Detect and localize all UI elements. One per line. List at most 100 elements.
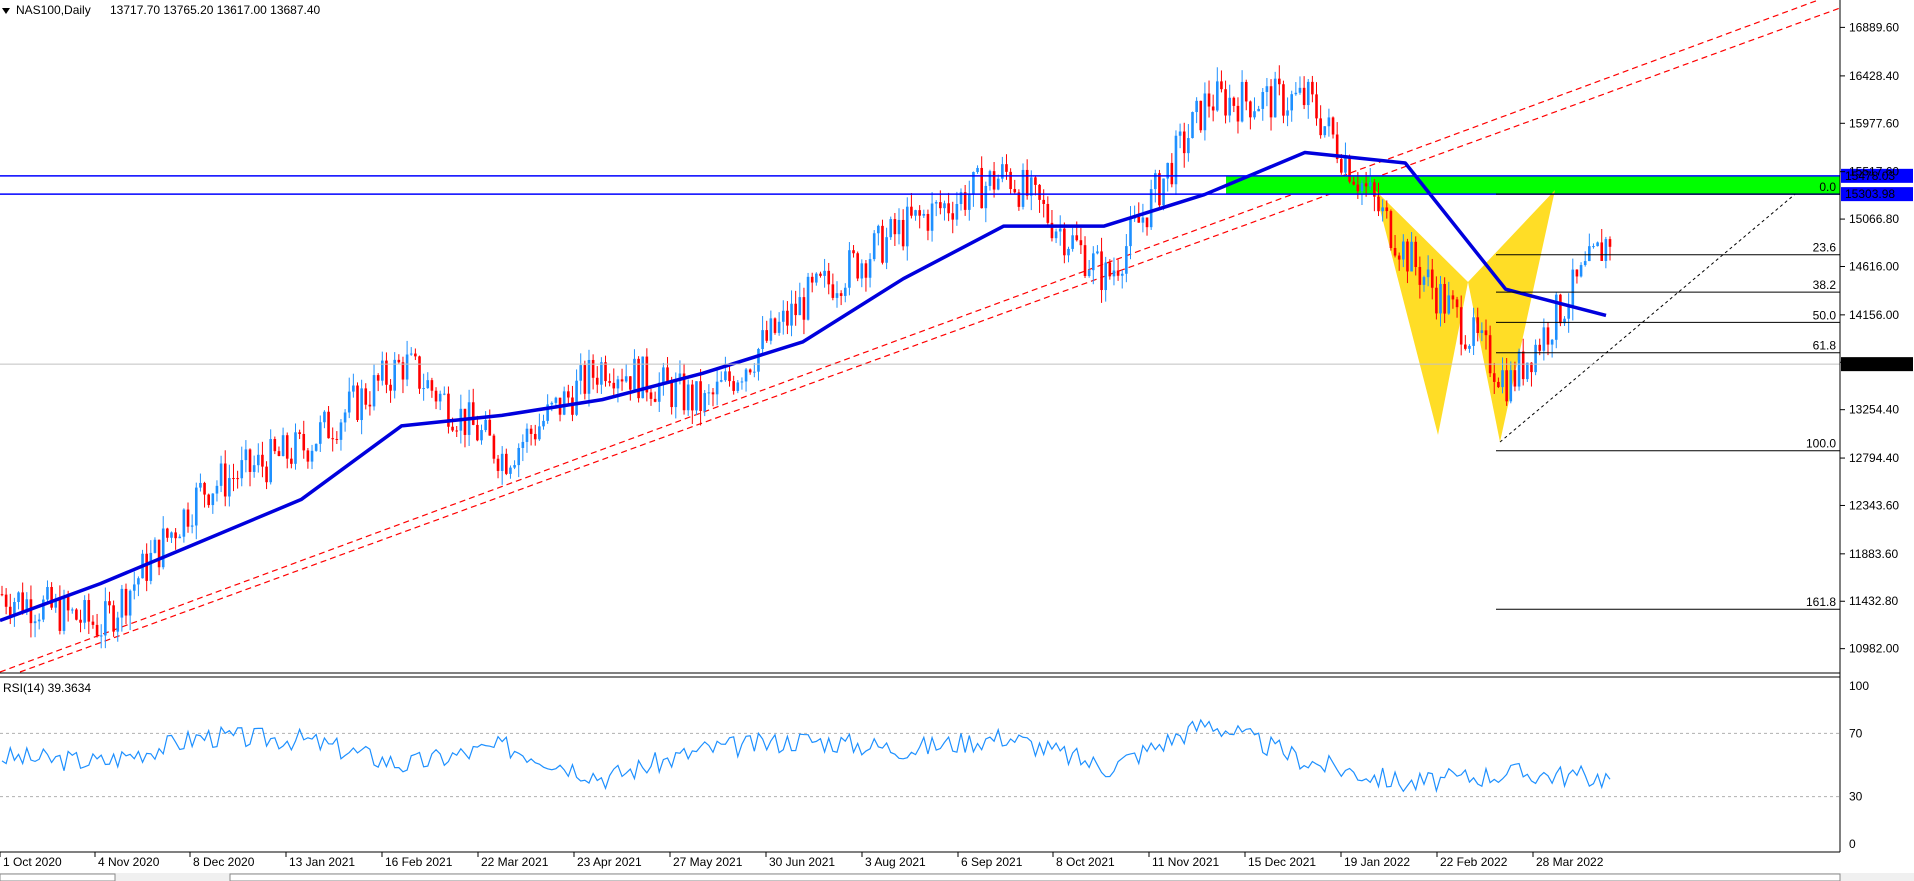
candle-body (211, 493, 215, 506)
candle-body (823, 270, 826, 276)
candle-body (1364, 183, 1368, 187)
candle-body (434, 390, 438, 402)
candle-body (1435, 287, 1438, 314)
candle-body (595, 377, 599, 385)
candle-body (1025, 169, 1029, 196)
candle-body (695, 381, 698, 411)
trendline-upper (0, 0, 1821, 673)
candle-body (1058, 228, 1062, 232)
candle-body (281, 435, 285, 456)
candle-body (1286, 110, 1289, 116)
candle-body (1141, 217, 1145, 223)
collapse-triangle-icon[interactable] (2, 8, 10, 14)
time-tick-label: 22 Mar 2021 (481, 855, 549, 869)
candle-body (1530, 362, 1533, 373)
candle-body (1216, 81, 1219, 111)
candle-body (8, 606, 12, 616)
candle-body (496, 458, 500, 471)
candle-body (612, 382, 616, 389)
price-tick-label: 11432.80 (1849, 594, 1898, 608)
candle-body (430, 380, 434, 391)
candle-body (1311, 81, 1314, 95)
candle-body (1162, 178, 1165, 206)
candle-body (1567, 306, 1570, 319)
candle-body (1298, 87, 1302, 93)
candle-body (699, 381, 702, 412)
current-price-box (1841, 357, 1913, 372)
candle-body (1278, 78, 1281, 85)
candle-body (306, 450, 310, 462)
candle-body (1273, 78, 1277, 118)
candle-body (724, 371, 727, 381)
candle-body (244, 449, 248, 461)
candle-body (653, 398, 657, 402)
time-tick-label: 11 Nov 2021 (1152, 855, 1219, 869)
candle-body (939, 202, 942, 209)
candle-body (897, 219, 901, 235)
candle-body (571, 397, 574, 415)
candle-body (831, 284, 835, 298)
candle-body (1546, 327, 1550, 345)
candle-body (33, 621, 37, 624)
candle-body (736, 382, 740, 391)
candle-body (1207, 93, 1211, 107)
candle-body (1306, 81, 1310, 106)
candle-body (1476, 317, 1480, 333)
candle-body (984, 185, 988, 209)
candle-body (914, 210, 917, 216)
level-price-box (1841, 168, 1913, 183)
candle-body (352, 385, 355, 392)
candle-body (905, 206, 909, 247)
candle-body (1402, 241, 1405, 260)
candle-body (104, 601, 107, 636)
candle-body (1526, 362, 1529, 380)
candle-body (790, 303, 793, 326)
candle-body (203, 482, 206, 495)
candle-body (1232, 97, 1236, 106)
candle-body (1323, 126, 1327, 136)
price-tick-label: 15977.60 (1849, 116, 1899, 130)
candle-body (992, 171, 996, 190)
candle-body (422, 388, 425, 390)
candle-body (835, 293, 839, 298)
time-tick-label: 27 May 2021 (673, 855, 743, 869)
candle-body (215, 485, 219, 494)
candle-body (910, 206, 913, 216)
candle-body (1282, 84, 1285, 116)
candle-body (1009, 171, 1012, 190)
rsi-tick-label: 100 (1849, 679, 1869, 693)
fib-label: 38.2 (1813, 278, 1837, 292)
candle-body (674, 381, 678, 408)
candle-body (1294, 92, 1298, 95)
candle-body (1145, 217, 1149, 228)
candle-body (1385, 207, 1389, 212)
candle-body (1302, 87, 1306, 106)
candle-body (145, 553, 148, 581)
candle-body (137, 578, 140, 585)
candle-body (389, 384, 392, 391)
bottom-scroll-area[interactable] (0, 873, 1914, 881)
candle-body (1455, 299, 1459, 308)
candle-body (269, 439, 272, 483)
candle-body (1414, 241, 1418, 267)
candle-body (488, 419, 492, 436)
price-tick-label: 14156.00 (1849, 308, 1899, 322)
candle-body (633, 358, 636, 390)
candle-body (955, 204, 959, 220)
candle-body (691, 384, 694, 411)
candle-body (1563, 318, 1566, 324)
candle-body (703, 393, 707, 412)
candle-body (232, 478, 235, 480)
candle-body (740, 381, 744, 383)
candle-body (414, 353, 417, 357)
candle-body (529, 428, 533, 434)
candle-body (174, 532, 177, 539)
candle-body (1579, 265, 1583, 277)
candle-body (364, 388, 368, 405)
candle-body (380, 360, 384, 381)
candle-body (153, 539, 157, 553)
price-tick-label: 11883.60 (1849, 547, 1898, 561)
candle-body (1038, 184, 1041, 200)
candle-body (967, 194, 971, 210)
